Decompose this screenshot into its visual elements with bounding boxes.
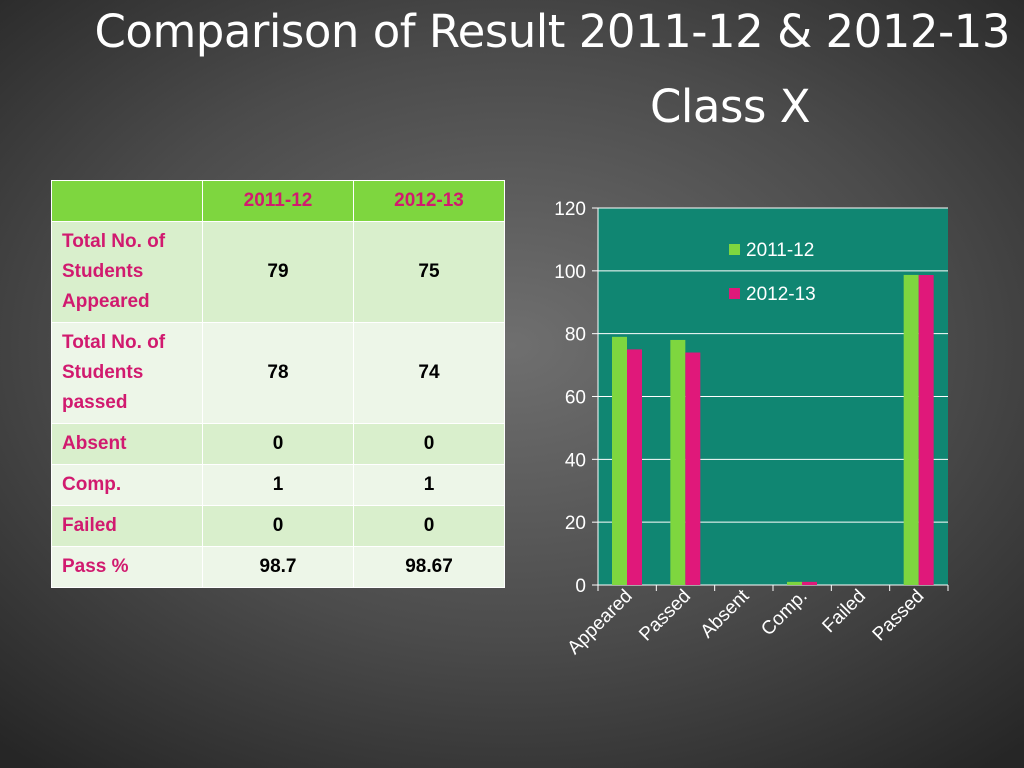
- row-label: Pass %: [51, 546, 203, 588]
- table-row: Pass % 98.7 98.67: [51, 546, 505, 588]
- row-label: Absent: [51, 423, 203, 465]
- row-value-2011: 0: [202, 423, 354, 465]
- row-label: Total No. of Students Appeared: [51, 221, 203, 323]
- legend-swatch: [729, 288, 740, 299]
- row-value-2012: 75: [353, 221, 505, 323]
- table-row: Total No. of Students passed 78 74: [51, 322, 505, 424]
- bar-2011-12: [903, 274, 919, 585]
- slide-title: Comparison of Result 2011-12 & 2012-13 C…: [0, 4, 1024, 133]
- title-line-2: Class X: [650, 80, 811, 133]
- row-value-2011: 78: [202, 322, 354, 424]
- x-tick-label: Passed: [869, 586, 929, 646]
- y-tick-label: 60: [565, 388, 586, 409]
- bar-2012-13: [918, 275, 934, 585]
- table-header-row: 2011-12 2012-13: [51, 180, 505, 222]
- bar-2012-13: [627, 349, 642, 585]
- row-value-2011: 0: [202, 505, 354, 547]
- row-label: Comp.: [51, 464, 203, 506]
- table-header-2012: 2012-13: [353, 180, 505, 222]
- x-tick-label: Failed: [819, 586, 870, 637]
- table-row: Comp. 1 1: [51, 464, 505, 506]
- x-tick-label: Absent: [697, 585, 754, 642]
- y-tick-label: 0: [575, 576, 586, 597]
- bar-2012-13: [685, 352, 701, 585]
- table-header-blank: [51, 180, 203, 222]
- bar-2011-12: [787, 581, 802, 585]
- legend-swatch: [729, 244, 740, 255]
- row-value-2012: 0: [353, 423, 505, 465]
- row-value-2012: 74: [353, 322, 505, 424]
- x-tick-label: Passed: [635, 586, 695, 646]
- y-tick-label: 120: [554, 199, 586, 220]
- bar-2011-12: [670, 339, 686, 585]
- y-tick-label: 100: [554, 262, 586, 283]
- title-line-1: Comparison of Result 2011-12 & 2012-13: [94, 5, 1011, 58]
- row-value-2011: 79: [202, 221, 354, 323]
- y-tick-label: 20: [565, 513, 586, 534]
- table-row: Failed 0 0: [51, 505, 505, 547]
- row-value-2012: 98.67: [353, 546, 505, 588]
- table-row: Absent 0 0: [51, 423, 505, 465]
- bar-2011-12: [612, 336, 627, 585]
- row-value-2012: 1: [353, 464, 505, 506]
- results-table: 2011-12 2012-13 Total No. of Students Ap…: [51, 180, 505, 588]
- legend-label: 2012-13: [746, 284, 816, 305]
- y-tick-label: 40: [565, 450, 586, 471]
- table-header-2011: 2011-12: [202, 180, 354, 222]
- row-label: Total No. of Students passed: [51, 322, 203, 424]
- table-row: Total No. of Students Appeared 79 75: [51, 221, 505, 323]
- legend-label: 2011-12: [746, 240, 814, 261]
- row-label: Failed: [51, 505, 203, 547]
- x-tick-label: Comp.: [757, 586, 811, 640]
- y-tick-label: 80: [565, 325, 586, 346]
- bar-2012-13: [802, 581, 817, 585]
- row-value-2012: 0: [353, 505, 505, 547]
